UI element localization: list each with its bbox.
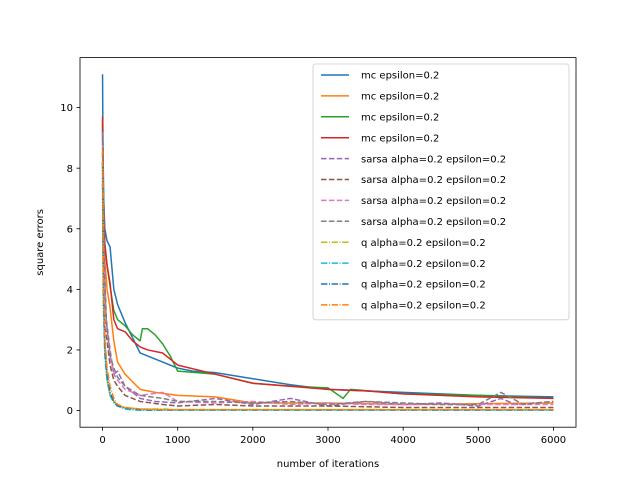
legend-entry: sarsa alpha=0.2 epsilon=0.2 [361, 175, 506, 186]
x-tick-label: 1000 [165, 435, 190, 446]
series-line-4 [101, 116, 554, 400]
series-line-12 [101, 149, 554, 411]
y-tick-label: 10 [60, 103, 73, 114]
y-tick-label: 0 [67, 406, 73, 417]
x-tick-label: 4000 [390, 435, 415, 446]
y-tick-label: 2 [67, 346, 73, 357]
legend-entry: mc epsilon=0.2 [361, 71, 439, 82]
legend-box [312, 63, 570, 321]
legend-entry: q alpha=0.2 epsilon=0.2 [361, 259, 486, 270]
legend-entry: sarsa alpha=0.2 epsilon=0.2 [361, 196, 506, 207]
y-ticks: 0 2 4 6 8 10 [60, 103, 80, 417]
legend: mc epsilon=0.2 mc epsilon=0.2 mc epsilon=0… [312, 63, 570, 321]
plot-marks [101, 74, 554, 411]
y-tick-label: 8 [67, 164, 73, 175]
legend-entry: mc epsilon=0.2 [361, 113, 439, 124]
legend-entry: q alpha=0.2 epsilon=0.2 [361, 238, 486, 249]
series-line-8 [101, 131, 554, 406]
x-tick-label: 2000 [240, 435, 265, 446]
legend-entry: q alpha=0.2 epsilon=0.2 [361, 280, 486, 291]
legend-entry: sarsa alpha=0.2 epsilon=0.2 [361, 217, 506, 228]
y-tick-label: 6 [67, 224, 73, 235]
legend-entry: q alpha=0.2 epsilon=0.2 [361, 301, 486, 312]
series-line-11 [101, 162, 554, 411]
x-ticks: 0 1000 2000 3000 4000 5000 6000 [99, 427, 566, 446]
x-tick-label: 6000 [541, 435, 566, 446]
legend-entry: mc epsilon=0.2 [361, 92, 439, 103]
x-axis-label: number of iterations [277, 459, 379, 470]
legend-entry: mc epsilon=0.2 [361, 133, 439, 144]
x-tick-label: 5000 [466, 435, 491, 446]
y-tick-label: 4 [67, 285, 73, 296]
x-tick-label: 3000 [315, 435, 340, 446]
x-tick-label: 0 [99, 435, 105, 446]
y-axis-label: square errors [35, 209, 46, 276]
series-line-7 [101, 143, 554, 406]
legend-entry: sarsa alpha=0.2 epsilon=0.2 [361, 154, 506, 165]
